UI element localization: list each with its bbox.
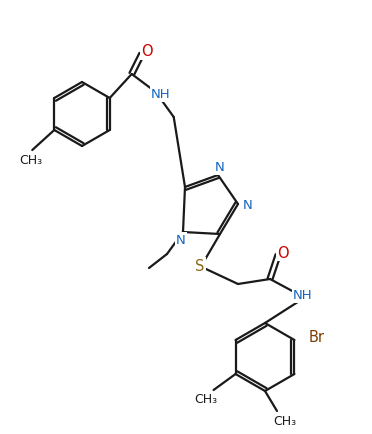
Text: N: N xyxy=(243,199,253,212)
Text: N: N xyxy=(176,234,186,247)
Text: O: O xyxy=(141,44,153,59)
Text: NH: NH xyxy=(293,289,313,302)
Text: CH₃: CH₃ xyxy=(20,154,43,167)
Text: CH₃: CH₃ xyxy=(194,393,217,405)
Text: Br: Br xyxy=(308,330,324,345)
Text: O: O xyxy=(277,245,289,260)
Text: N: N xyxy=(215,161,225,174)
Text: CH₃: CH₃ xyxy=(273,414,296,427)
Text: NH: NH xyxy=(151,88,170,101)
Text: S: S xyxy=(195,259,205,274)
